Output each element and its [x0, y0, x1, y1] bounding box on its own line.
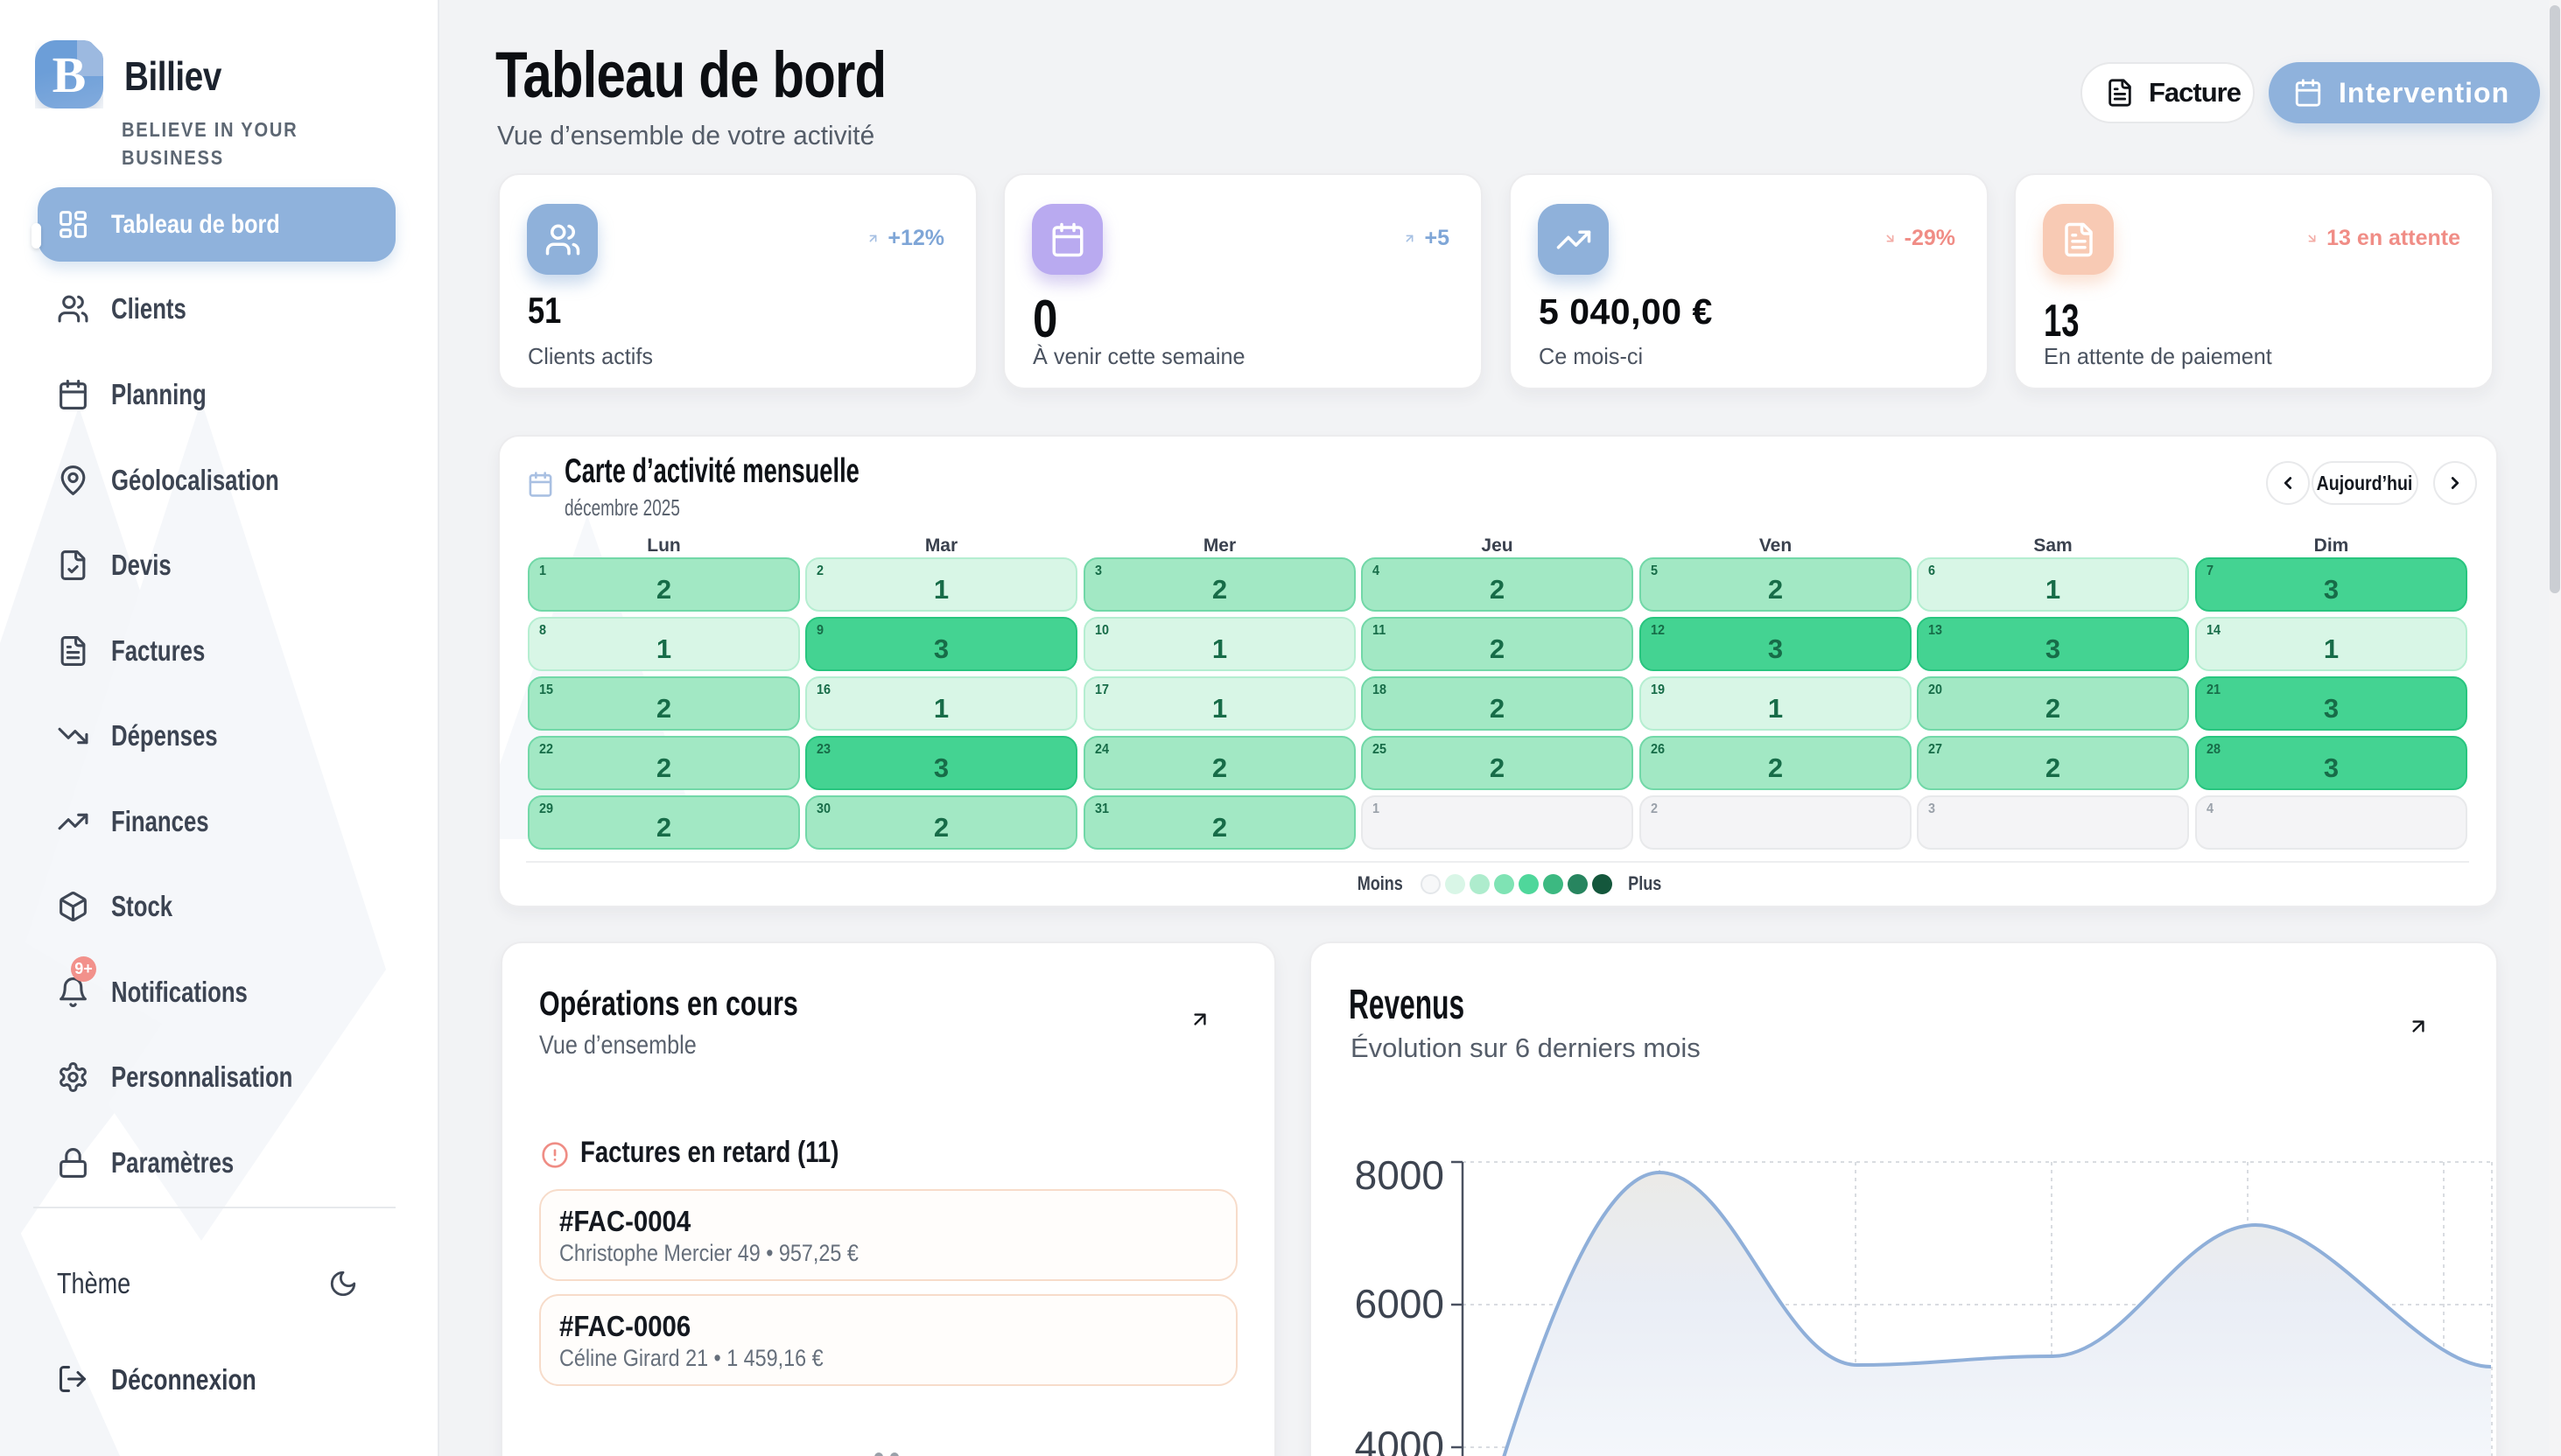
svg-text:6000: 6000 [1355, 1281, 1444, 1326]
svg-text:8000: 8000 [1355, 1152, 1444, 1198]
svg-text:4000: 4000 [1355, 1423, 1444, 1456]
